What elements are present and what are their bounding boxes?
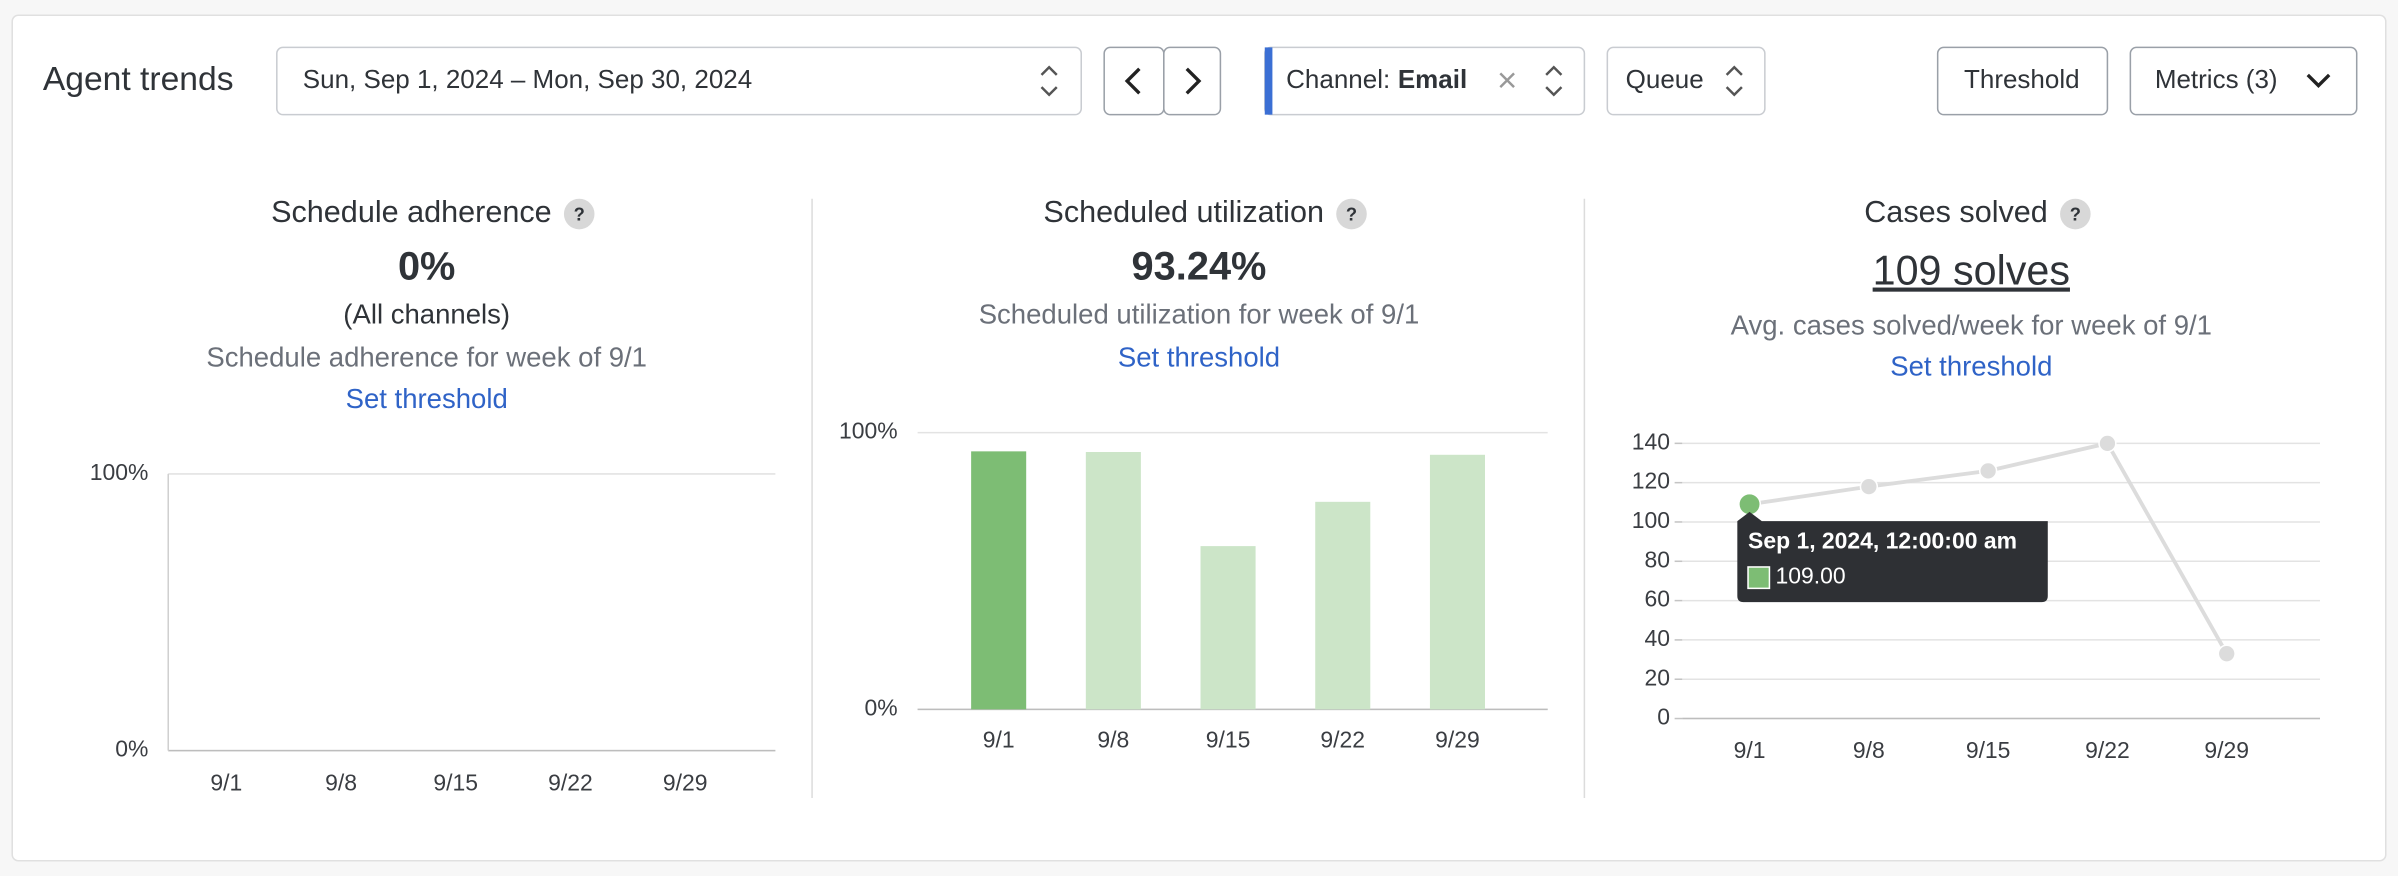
metrics-button[interactable]: Metrics (3): [2129, 46, 2358, 116]
help-icon-text: ?: [2070, 203, 2081, 224]
bar: [1315, 501, 1371, 710]
panel-value: 93.24%: [1132, 245, 1267, 289]
card: [11, 14, 2387, 862]
channel-label: Channel:: [1286, 64, 1390, 94]
page-title: Agent trends: [43, 61, 234, 98]
x-tick-label: 9/8: [325, 769, 357, 795]
set-threshold-link[interactable]: Set threshold: [1118, 342, 1280, 373]
panel-scope: (All channels): [343, 299, 510, 330]
y-tick-label: 60: [1645, 586, 1671, 612]
y-tick-label: 100: [1632, 507, 1670, 533]
bar: [1085, 452, 1141, 710]
point: [1978, 461, 1998, 481]
x-tick-label: 9/8: [1853, 737, 1885, 763]
help-icon: [2060, 198, 2091, 230]
point: [2217, 644, 2236, 663]
bar: [1429, 454, 1485, 710]
channel-value: Email: [1398, 64, 1467, 94]
channel-filter[interactable]: Channel: Email: [1263, 46, 1586, 116]
bar: [971, 451, 1027, 710]
y-tick-label: 40: [1645, 625, 1671, 651]
panel-title: Schedule adherence: [271, 195, 552, 229]
x-tick-label: 9/22: [1320, 727, 1365, 753]
x-tick-label: 9/8: [1097, 727, 1129, 753]
x-tick-label: 9/22: [548, 769, 593, 795]
date-range[interactable]: Sun, Sep 1, 2024 – Mon, Sep 30, 2024: [303, 64, 752, 94]
x-tick-label: 9/22: [2085, 737, 2130, 763]
help-icon: [563, 198, 595, 230]
help-icon-text: ?: [1346, 203, 1357, 224]
bar: [1200, 546, 1256, 710]
x-tick-label: 9/15: [1966, 737, 2011, 763]
panel-description: Scheduled utilization for week of 9/1: [979, 299, 1420, 330]
x-tick-label: 9/1: [1734, 737, 1766, 763]
date-picker[interactable]: Sun, Sep 1, 2024 – Mon, Sep 30, 2024: [276, 46, 1083, 116]
y-tick-label: 140: [1632, 428, 1670, 454]
x-tick-label: 9/15: [433, 769, 478, 795]
set-threshold-link[interactable]: Set threshold: [346, 383, 508, 414]
panel-description: Schedule adherence for week of 9/1: [206, 342, 647, 373]
x-tick-label: 9/1: [983, 727, 1015, 753]
x-tick-label: 9/29: [2204, 737, 2249, 763]
y-tick-label: 100%: [90, 459, 149, 485]
y-tick-label: 0%: [865, 694, 898, 720]
set-threshold-link[interactable]: Set threshold: [1890, 351, 2052, 382]
tooltip-box: [1737, 511, 2048, 603]
x-tick-label: 9/1: [210, 769, 242, 795]
y-tick-label: 120: [1632, 468, 1670, 494]
tooltip-swatch: [1747, 566, 1771, 590]
tooltip-value: 109.00: [1776, 563, 1846, 589]
tooltip-title: Sep 1, 2024, 12:00:00 am: [1748, 528, 2017, 554]
tooltip: Sep 1, 2024, 12:00:00 am 109.00: [1737, 511, 2048, 603]
x-tick-label: 9/15: [1206, 727, 1251, 753]
queue-label[interactable]: Queue: [1626, 64, 1704, 94]
metrics-label[interactable]: Metrics (3): [2155, 64, 2278, 94]
channel-text[interactable]: Channel: Email: [1286, 64, 1467, 94]
y-tick-label: 100%: [839, 418, 898, 444]
y-tick-label: 0%: [115, 736, 148, 762]
y-tick-label: 0: [1657, 704, 1670, 730]
queue-select[interactable]: Queue: [1606, 46, 1766, 116]
point: [1859, 477, 1879, 496]
threshold-button[interactable]: Threshold: [1936, 46, 2109, 116]
point: [1738, 492, 1762, 516]
x-tick-label: 9/29: [1435, 727, 1480, 753]
panel-title: Cases solved: [1864, 195, 2048, 229]
x-tick-label: 9/29: [663, 769, 708, 795]
panel-value: 0%: [398, 245, 455, 289]
prev-button[interactable]: [1103, 46, 1165, 116]
y-tick-label: 20: [1645, 664, 1671, 690]
next-button[interactable]: [1163, 46, 1222, 116]
help-icon: [1336, 198, 1367, 230]
panel-description: Avg. cases solved/week for week of 9/1: [1731, 309, 2212, 340]
panel-value: 109 solves: [1873, 248, 2070, 294]
y-tick-label: 80: [1645, 546, 1671, 572]
help-icon-text: ?: [574, 203, 585, 224]
point: [2098, 434, 2117, 453]
threshold-label[interactable]: Threshold: [1964, 64, 2080, 94]
panel-title: Scheduled utilization: [1043, 195, 1324, 229]
